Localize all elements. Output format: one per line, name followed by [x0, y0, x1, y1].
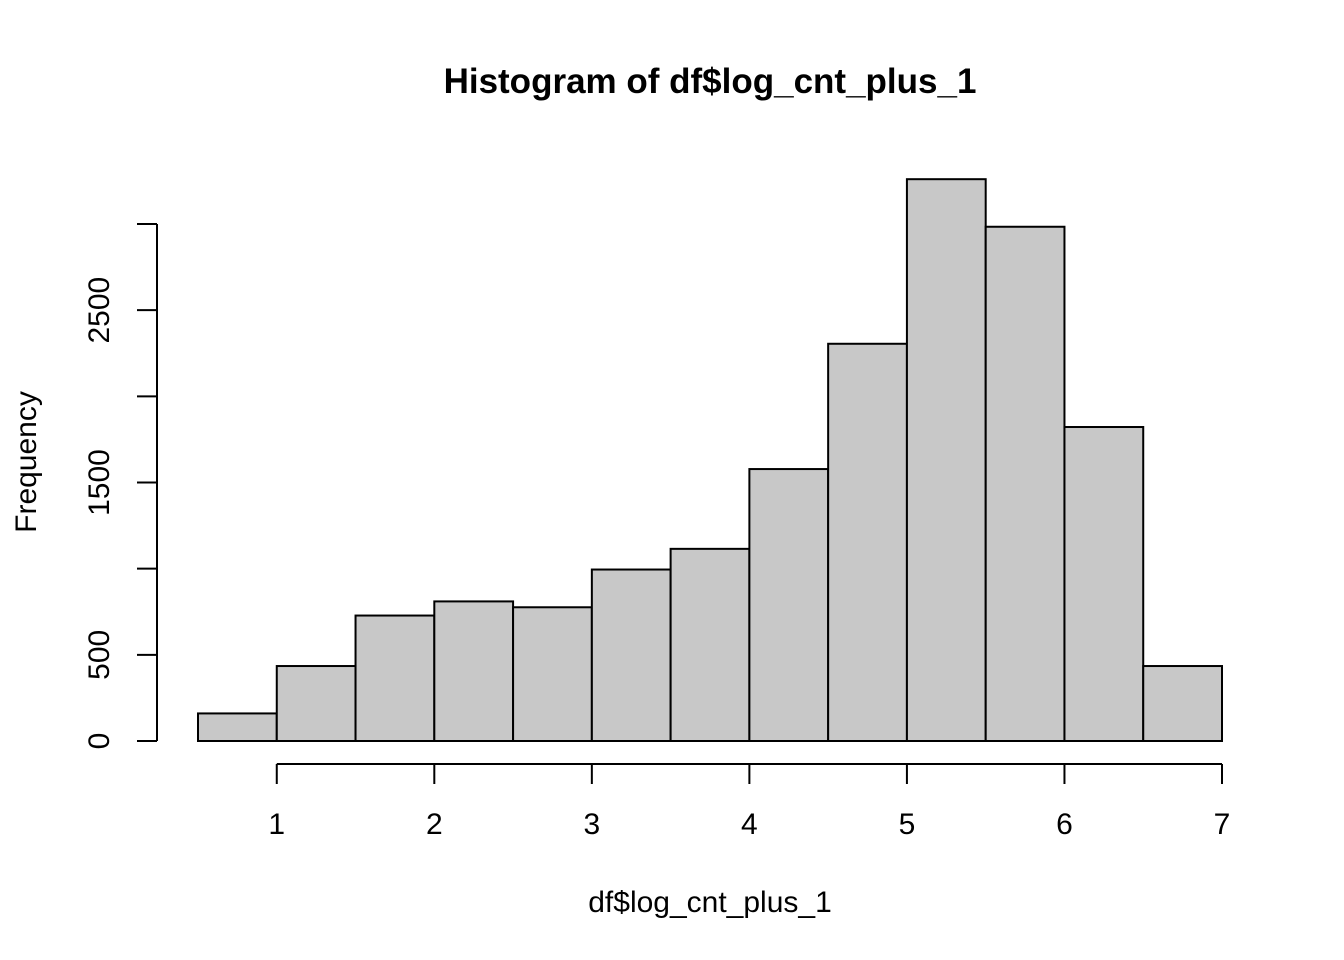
histogram-bar	[354, 614, 436, 742]
x-tick-label: 2	[426, 808, 443, 841]
bars-group	[197, 178, 1223, 743]
x-tick-label: 5	[899, 808, 916, 841]
x-axis-label: df$log_cnt_plus_1	[588, 886, 832, 919]
histogram-bar	[433, 600, 515, 742]
x-axis: 1 2 3 4 5 6 7	[268, 763, 1231, 841]
x-tick-label: 4	[741, 808, 758, 841]
y-tick-label: 500	[83, 630, 116, 680]
histogram-bar	[827, 342, 908, 742]
histogram-bar	[512, 606, 593, 743]
histogram-bar	[669, 547, 751, 742]
x-tick-label: 7	[1214, 808, 1231, 841]
chart-title: Histogram of df$log_cnt_plus_1	[444, 62, 977, 101]
histogram-bar	[748, 468, 830, 742]
y-axis: 0 500 1500 2500	[83, 223, 158, 750]
histogram-bar	[984, 225, 1066, 743]
histogram-bar	[1142, 665, 1223, 742]
histogram-bar	[590, 568, 672, 742]
y-tick-label: 0	[83, 733, 116, 750]
x-tick-label: 6	[1056, 808, 1073, 841]
x-tick-label: 1	[268, 808, 285, 841]
x-tick-label: 3	[584, 808, 601, 841]
y-tick-label: 2500	[83, 277, 116, 344]
y-axis-label: Frequency	[10, 391, 43, 533]
histogram-bar	[197, 712, 278, 743]
y-tick-label: 1500	[83, 449, 116, 516]
histogram-bar	[905, 178, 987, 742]
histogram-bar	[275, 665, 357, 742]
histogram-bar	[1063, 426, 1145, 742]
